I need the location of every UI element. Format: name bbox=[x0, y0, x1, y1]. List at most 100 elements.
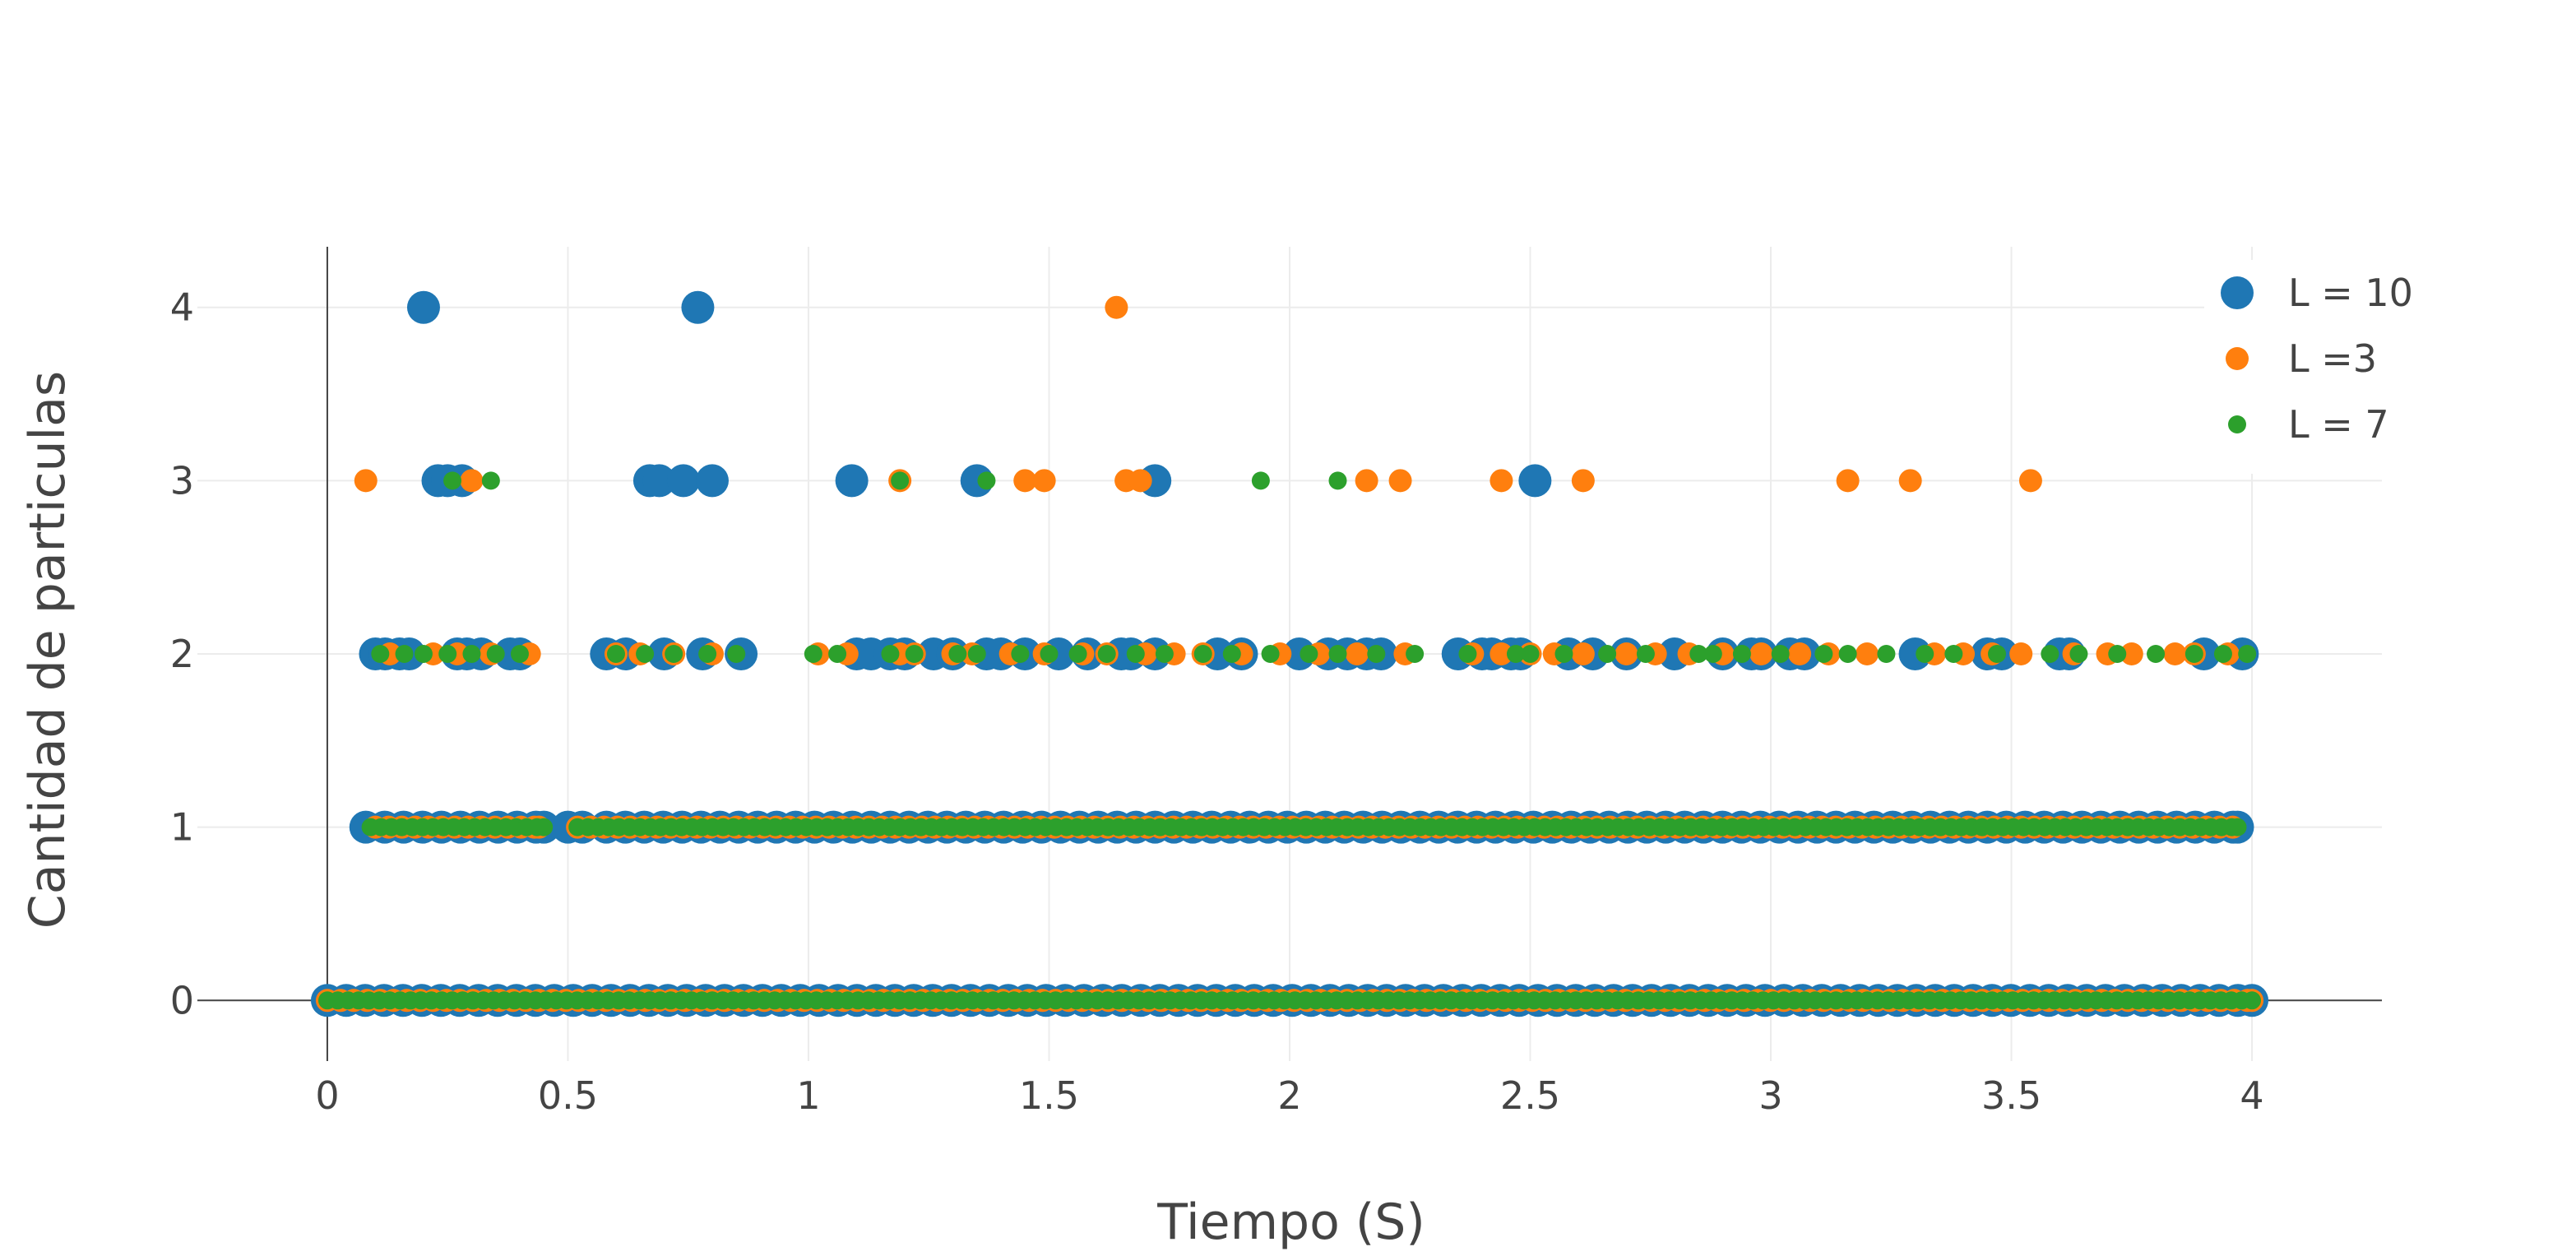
point-s2-l2-21 bbox=[1097, 645, 1116, 663]
point-s2-l2-10 bbox=[698, 645, 717, 663]
point-s2-l2-1 bbox=[395, 645, 414, 663]
point-s1-l2-31 bbox=[1571, 642, 1595, 665]
y-tick-label-2: 2 bbox=[170, 632, 194, 676]
point-s2-l2-41 bbox=[1814, 645, 1833, 663]
point-s2-l2-28 bbox=[1328, 645, 1347, 663]
legend-label-0: L = 10 bbox=[2288, 271, 2413, 315]
point-s1-l3-8 bbox=[1388, 469, 1412, 493]
point-s2-l2-0 bbox=[371, 645, 390, 663]
legend-label-2: L = 7 bbox=[2288, 402, 2389, 447]
point-s2-l3-3 bbox=[977, 471, 996, 490]
point-s2-l2-6 bbox=[510, 645, 529, 663]
point-s2-l2-24 bbox=[1193, 645, 1212, 663]
legend-marker-1 bbox=[2226, 347, 2249, 370]
point-s1-l2-47 bbox=[2163, 642, 2187, 665]
ticks-layer: 0 0.5 1 1.5 2 2.5 3 3.5 4 0 1 2 3 4 bbox=[170, 285, 2264, 1118]
x-tick-label-4: 2 bbox=[1277, 1073, 1301, 1118]
point-s2-l2-33 bbox=[1521, 645, 1540, 663]
point-s1-l2-25 bbox=[1345, 642, 1369, 665]
series-2 bbox=[317, 471, 2262, 1010]
point-s2-l2-38 bbox=[1703, 645, 1722, 663]
x-tick-label-0: 0 bbox=[315, 1073, 339, 1118]
point-s2-l2-36 bbox=[1636, 645, 1655, 663]
point-s2-l2-26 bbox=[1261, 645, 1280, 663]
point-s2-l2-23 bbox=[1155, 645, 1174, 663]
point-s1-l3-10 bbox=[1571, 469, 1595, 493]
point-s2-l2-42 bbox=[1838, 645, 1857, 663]
point-s1-l2-32 bbox=[1615, 642, 1638, 665]
point-s1-l3-12 bbox=[1898, 469, 1922, 493]
point-s2-l2-47 bbox=[2041, 645, 2059, 663]
point-s0-l4-1 bbox=[681, 290, 715, 324]
point-s2-l3-4 bbox=[1251, 471, 1270, 490]
y-axis-title: Cantidad de particulas bbox=[19, 371, 76, 929]
point-s0-l3-10 bbox=[1518, 464, 1552, 498]
point-s2-l2-43 bbox=[1877, 645, 1896, 663]
points-layer bbox=[310, 290, 2269, 1017]
point-s2-l2-4 bbox=[462, 645, 481, 663]
point-s1-l3-4 bbox=[1032, 469, 1056, 493]
point-s2-l2-11 bbox=[727, 645, 746, 663]
x-tick-label-2: 1 bbox=[796, 1073, 820, 1118]
point-s1-l2-28 bbox=[1490, 642, 1513, 665]
point-s2-l3-2 bbox=[891, 471, 910, 490]
point-s2-l1-17 bbox=[535, 818, 554, 837]
legend[interactable]: L = 10 L =3 L = 7 bbox=[2204, 260, 2451, 474]
y-tick-label-4: 4 bbox=[170, 285, 194, 330]
point-s2-l2-37 bbox=[1689, 645, 1708, 663]
point-s0-l3-4 bbox=[642, 464, 676, 498]
point-s2-l2-29 bbox=[1367, 645, 1386, 663]
point-s2-l2-30 bbox=[1406, 645, 1425, 663]
point-s2-l1-178 bbox=[2228, 818, 2247, 837]
point-s2-l2-51 bbox=[2185, 645, 2203, 663]
point-s2-l3-1 bbox=[481, 471, 500, 490]
x-tick-label-1: 0.5 bbox=[538, 1073, 598, 1118]
point-s2-l2-45 bbox=[1944, 645, 1963, 663]
point-s2-l2-9 bbox=[665, 645, 683, 663]
point-s1-l2-36 bbox=[1749, 642, 1773, 665]
point-s2-l2-20 bbox=[1068, 645, 1087, 663]
point-s1-l3-11 bbox=[1836, 469, 1860, 493]
y-tick-label-1: 1 bbox=[170, 805, 194, 850]
point-s2-l2-18 bbox=[1011, 645, 1030, 663]
point-s0-l3-7 bbox=[835, 464, 869, 498]
point-s2-l2-31 bbox=[1458, 645, 1477, 663]
point-s2-l2-44 bbox=[1916, 645, 1934, 663]
point-s1-l3-13 bbox=[2018, 469, 2042, 493]
point-s2-l2-52 bbox=[2213, 645, 2232, 663]
point-s2-l2-49 bbox=[2108, 645, 2127, 663]
y-tick-label-3: 3 bbox=[170, 458, 194, 503]
point-s2-l0-185 bbox=[2243, 991, 2262, 1010]
point-s2-l2-12 bbox=[804, 645, 822, 663]
point-s1-l2-46 bbox=[2120, 642, 2143, 665]
point-s2-l2-34 bbox=[1554, 645, 1573, 663]
point-s2-l2-5 bbox=[486, 645, 505, 663]
point-s2-l2-39 bbox=[1732, 645, 1751, 663]
point-s0-l3-6 bbox=[695, 464, 729, 498]
point-s2-l2-15 bbox=[905, 645, 924, 663]
point-s2-l2-16 bbox=[948, 645, 967, 663]
point-s2-l2-3 bbox=[438, 645, 457, 663]
point-s2-l2-8 bbox=[636, 645, 655, 663]
point-s1-l3-9 bbox=[1490, 469, 1513, 493]
y-tick-label-0: 0 bbox=[170, 978, 194, 1022]
point-s1-l3-0 bbox=[354, 469, 378, 493]
x-tick-label-3: 1.5 bbox=[1019, 1073, 1079, 1118]
point-s2-l2-25 bbox=[1222, 645, 1241, 663]
x-tick-label-6: 3 bbox=[1758, 1073, 1782, 1118]
point-s2-l2-22 bbox=[1126, 645, 1145, 663]
point-s1-l4-0 bbox=[1105, 295, 1128, 319]
point-s2-l3-5 bbox=[1328, 471, 1347, 490]
legend-marker-2 bbox=[2228, 415, 2246, 433]
point-s1-l2-43 bbox=[2009, 642, 2033, 665]
x-axis-title: Tiempo (S) bbox=[1156, 1193, 1425, 1251]
legend-marker-0 bbox=[2221, 276, 2254, 309]
point-s2-l3-0 bbox=[443, 471, 462, 490]
x-tick-label-7: 3.5 bbox=[1981, 1073, 2041, 1118]
point-s1-l2-37 bbox=[1788, 642, 1812, 665]
point-s1-l3-1 bbox=[460, 469, 484, 493]
point-s2-l2-40 bbox=[1771, 645, 1790, 663]
point-s0-l3-5 bbox=[666, 464, 700, 498]
point-s2-l2-32 bbox=[1506, 645, 1525, 663]
